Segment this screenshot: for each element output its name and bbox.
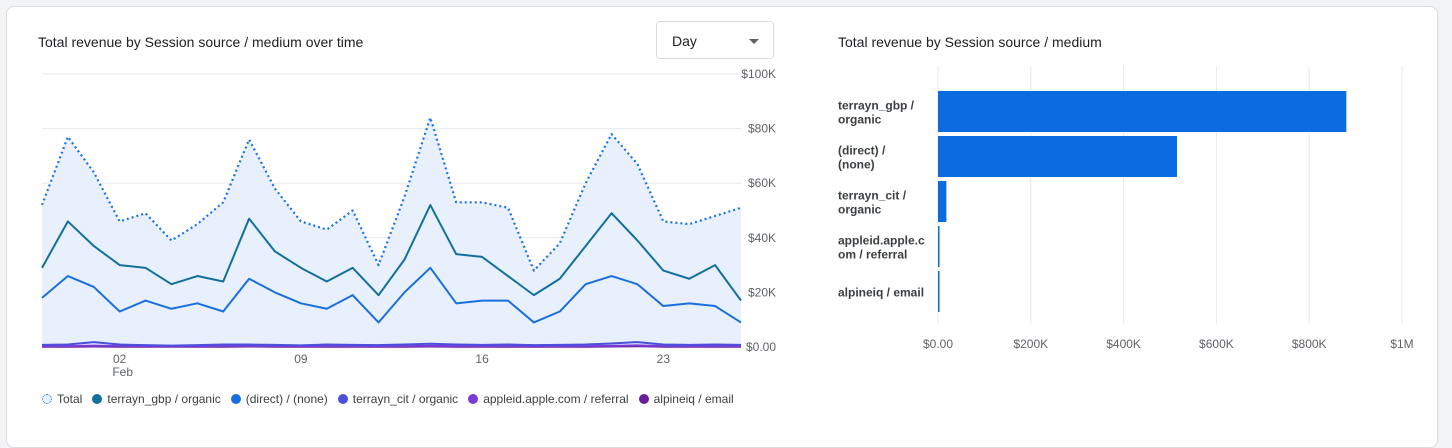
x-tick-label: 23 xyxy=(657,352,671,366)
legend-item-terrayn-cit-organic[interactable]: terrayn_cit / organic xyxy=(337,392,459,406)
legend-swatch xyxy=(230,394,241,404)
chevron-down-icon xyxy=(749,39,759,44)
legend-label: terrayn_gbp / organic xyxy=(107,392,221,406)
line-chart-title: Total revenue by Session source / medium… xyxy=(38,34,364,50)
series-line-direct-none xyxy=(41,266,742,324)
legend-swatch xyxy=(638,394,649,404)
y-tick-label: $100K xyxy=(741,67,776,81)
legend-label: appleid.apple.com / referral xyxy=(483,392,629,406)
legend-label: (direct) / (none) xyxy=(245,392,328,406)
line-chart-legend: Total terrayn_gbp / organic (direct) / (no… xyxy=(42,392,744,406)
legend-item-direct-none[interactable]: (direct) / (none) xyxy=(230,392,328,406)
legend-swatch xyxy=(468,394,479,404)
legend-item-terrayn-gbp-organic[interactable]: terrayn_gbp / organic xyxy=(92,392,221,406)
granularity-dropdown[interactable]: Day xyxy=(656,21,774,59)
y-tick-label: $0.00 xyxy=(746,340,776,354)
legend-swatch xyxy=(337,394,348,404)
legend-item-total[interactable]: Total xyxy=(42,392,82,406)
legend-label: alpineiq / email xyxy=(653,392,734,406)
series-line-terrayn-cit-organic xyxy=(41,341,742,347)
series-line-terrayn-gbp-organic xyxy=(41,204,742,302)
y-tick-label: $80K xyxy=(748,122,776,136)
y-tick-label: $60K xyxy=(748,176,776,190)
x-tick-label: 16 xyxy=(475,352,489,366)
legend-item-alpineiq-email[interactable]: alpineiq / email xyxy=(638,392,734,406)
x-tick-sublabel: Feb xyxy=(112,365,133,379)
x-tick-label: 09 xyxy=(294,352,308,366)
x-tick-label: 02 xyxy=(113,352,127,366)
legend-label: terrayn_cit / organic xyxy=(352,392,459,406)
bar-chart-title: Total revenue by Session source / medium xyxy=(838,34,1102,50)
granularity-value: Day xyxy=(672,33,697,49)
legend-item-appleid-apple-com-referral[interactable]: appleid.apple.com / referral xyxy=(468,392,629,406)
y-tick-label: $40K xyxy=(748,231,776,245)
legend-label: Total xyxy=(57,392,83,406)
legend-swatch xyxy=(42,394,52,404)
y-tick-label: $20K xyxy=(748,285,776,299)
series-line-total xyxy=(40,116,742,272)
legend-swatch xyxy=(92,394,103,404)
